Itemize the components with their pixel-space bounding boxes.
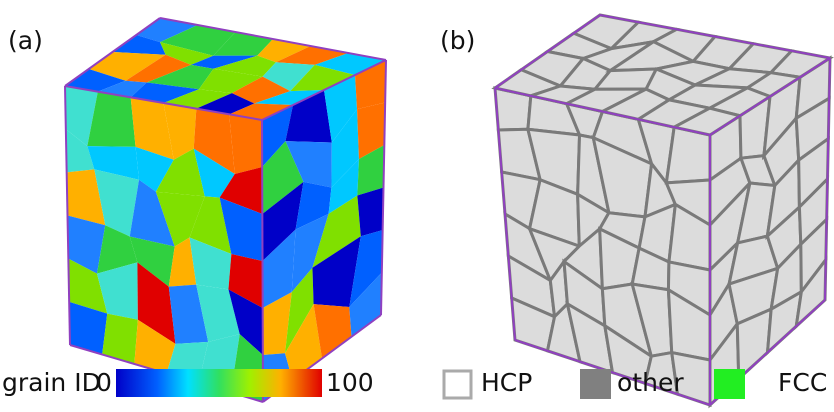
grain-cube [65,18,386,402]
legend-swatch [580,369,611,399]
panel-label: (a) [8,26,43,55]
legend-swatch [444,371,471,398]
colorbar-min: 0 [96,368,112,397]
page: (a) (b) grain ID 0 100 HCP other FCC (()… [0,0,834,412]
colorbar [116,369,322,397]
grain [229,114,262,174]
panel-label: (b) [440,26,475,55]
grain [357,188,383,237]
cube-edge [262,120,263,402]
legend-label: FCC [778,368,827,397]
phase-cube [495,15,830,405]
legend-label: HCP [481,368,532,397]
colorbar-label: grain ID [2,368,101,397]
legend-swatch [714,369,745,399]
grain [666,127,710,183]
figure: (a) (b) grain ID 0 100 HCP other FCC [0,0,834,412]
colorbar-max: 100 [326,368,374,397]
legend-label: other [617,368,684,397]
